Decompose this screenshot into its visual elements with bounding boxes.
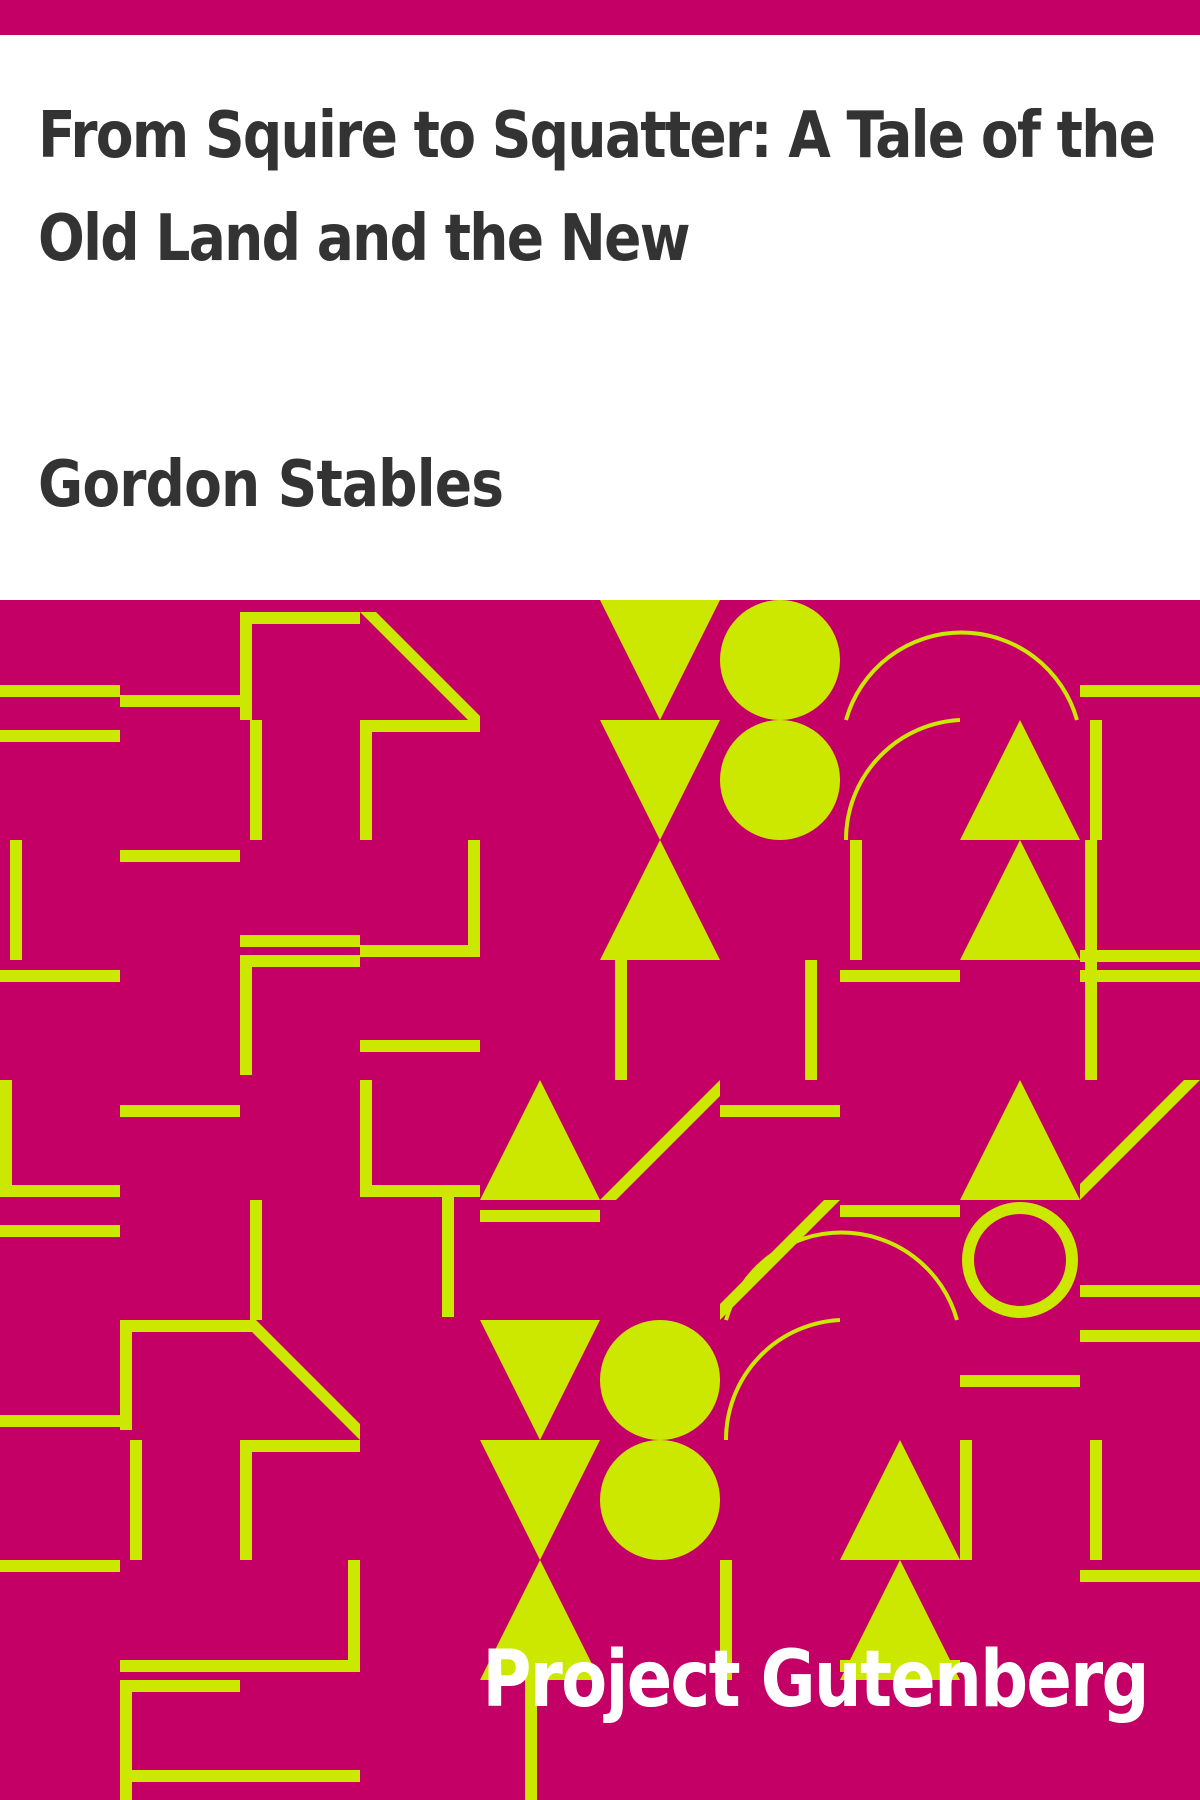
- pattern-shapes: [0, 600, 1200, 1800]
- book-author: Gordon Stables: [38, 448, 504, 522]
- geometric-pattern-icon: [0, 600, 1200, 1800]
- publisher-name: Project Gutenberg: [482, 1635, 1149, 1725]
- pattern-outlines: [723, 630, 1079, 1441]
- top-color-bar: [0, 0, 1200, 35]
- book-title: From Squire to Squatter: A Tale of the O…: [38, 99, 1156, 276]
